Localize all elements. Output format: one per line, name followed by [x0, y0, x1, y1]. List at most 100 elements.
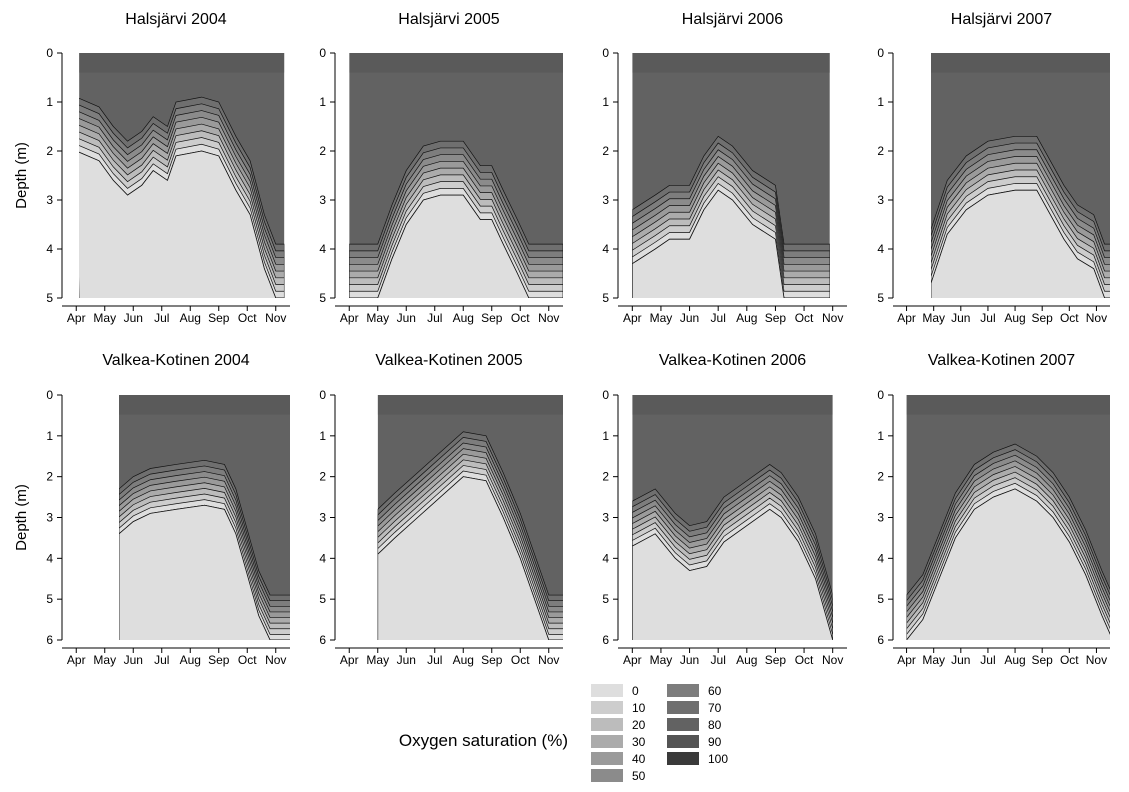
legend-label: 60	[708, 684, 722, 698]
band-anoxic	[632, 508, 833, 640]
y-tick-label: 2	[46, 470, 53, 484]
panel-title: Halsjärvi 2007	[951, 11, 1052, 28]
x-tick-label: Jun	[951, 653, 970, 667]
contour-area	[632, 395, 833, 640]
x-tick-label: Aug	[180, 653, 201, 667]
x-tick-label: Nov	[822, 653, 843, 667]
x-tick-label: Oct	[511, 311, 530, 325]
x-tick-label: Apr	[897, 311, 916, 325]
y-tick-label: 3	[602, 193, 609, 207]
x-tick-label: Apr	[67, 653, 86, 667]
band-surface	[632, 53, 830, 73]
band-anoxic	[930, 189, 1110, 298]
y-tick-label: 0	[46, 46, 53, 60]
x-tick-label: Apr	[623, 653, 642, 667]
y-tick-label: 1	[877, 429, 884, 443]
panel-5: Valkea-Kotinen 2004 0 1 2 3 4 5 6 Apr May Jun Jul Au…	[13, 352, 290, 667]
x-tick-label: Oct	[1060, 311, 1079, 325]
legend-swatch	[667, 684, 699, 697]
y-axis-label: Depth (m)	[13, 484, 30, 551]
band-anoxic	[119, 504, 290, 640]
contour-area	[377, 395, 563, 640]
y-tick-label: 0	[319, 46, 326, 60]
legend-label: 40	[632, 752, 646, 766]
y-tick-label: 5	[877, 291, 884, 305]
y-tick-label: 5	[319, 592, 326, 606]
legend-swatch	[591, 701, 623, 714]
panel-3: Halsjärvi 2006 0 1 2 3 4 5 Apr May Jun Jul Aug Sep Oc…	[602, 11, 847, 325]
x-tick-label: Nov	[265, 653, 286, 667]
x-tick-label: Oct	[238, 311, 257, 325]
y-tick-label: 2	[319, 144, 326, 158]
x-tick-label: Oct	[795, 311, 814, 325]
panel-4: Halsjärvi 2007 0 1 2 3 4 5 Apr May Jun Jul Aug Sep Oc…	[877, 11, 1110, 325]
x-tick-label: Nov	[538, 653, 559, 667]
contour-area	[906, 395, 1110, 640]
legend-label: 50	[632, 769, 646, 783]
y-tick-label: 2	[602, 144, 609, 158]
y-tick-label: 6	[602, 633, 609, 647]
band-surface	[906, 395, 1110, 415]
contour-area	[79, 53, 285, 298]
legend-swatch	[591, 769, 623, 782]
x-tick-label: May	[366, 311, 389, 325]
legend-title: Oxygen saturation (%)	[399, 731, 568, 750]
x-tick-label: Sep	[481, 311, 503, 325]
x-tick-label: Sep	[208, 311, 230, 325]
y-tick-label: 4	[319, 551, 326, 565]
contour-area	[632, 53, 830, 298]
y-tick-label: 4	[602, 242, 609, 256]
x-tick-label: Aug	[453, 653, 474, 667]
legend-label: 20	[632, 718, 646, 732]
x-tick-label: Jul	[154, 653, 169, 667]
y-tick-label: 4	[602, 551, 609, 565]
y-tick-label: 1	[46, 95, 53, 109]
panel-title: Valkea-Kotinen 2006	[659, 352, 806, 369]
y-tick-label: 0	[877, 46, 884, 60]
x-tick-label: Nov	[822, 311, 843, 325]
x-tick-label: Nov	[265, 311, 286, 325]
legend-swatch	[591, 684, 623, 697]
y-tick-label: 3	[319, 511, 326, 525]
band-surface	[79, 53, 285, 73]
legend-label: 10	[632, 701, 646, 715]
y-tick-label: 3	[602, 511, 609, 525]
x-tick-label: Jun	[397, 653, 416, 667]
x-tick-label: Jun	[124, 653, 143, 667]
x-tick-label: Jun	[951, 311, 970, 325]
legend-swatch	[591, 735, 623, 748]
x-tick-label: Sep	[481, 653, 503, 667]
y-tick-label: 1	[319, 429, 326, 443]
legend-label: 100	[708, 752, 728, 766]
x-tick-label: May	[922, 653, 945, 667]
legend-swatch	[667, 752, 699, 765]
contour-area	[119, 395, 290, 640]
x-tick-label: Jun	[124, 311, 143, 325]
x-tick-label: Jul	[711, 311, 726, 325]
y-tick-label: 5	[319, 291, 326, 305]
band-surface	[349, 53, 563, 73]
legend-swatch	[667, 718, 699, 731]
x-tick-label: Apr	[67, 311, 86, 325]
y-tick-label: 6	[877, 633, 884, 647]
x-tick-label: Oct	[238, 653, 257, 667]
y-tick-label: 3	[46, 511, 53, 525]
x-tick-label: May	[93, 653, 116, 667]
y-axis-label: Depth (m)	[13, 142, 30, 209]
y-tick-label: 4	[46, 242, 53, 256]
y-tick-label: 0	[602, 46, 609, 60]
x-tick-label: Jul	[980, 653, 995, 667]
panel-title: Halsjärvi 2005	[398, 11, 499, 28]
legend: Oxygen saturation (%) 0 10 20 30 40 50 60 70 80 90…	[399, 684, 728, 783]
x-tick-label: Sep	[1032, 653, 1054, 667]
legend-label: 70	[708, 701, 722, 715]
x-tick-label: Oct	[795, 653, 814, 667]
y-tick-label: 6	[46, 633, 53, 647]
panel-2: Halsjärvi 2005 0 1 2 3 4 5 Apr May Jun Jul Aug Sep Oc…	[319, 11, 563, 325]
y-tick-label: 2	[46, 144, 53, 158]
x-tick-label: Apr	[340, 653, 359, 667]
y-tick-label: 4	[46, 551, 53, 565]
y-tick-label: 2	[877, 144, 884, 158]
legend-label: 80	[708, 718, 722, 732]
